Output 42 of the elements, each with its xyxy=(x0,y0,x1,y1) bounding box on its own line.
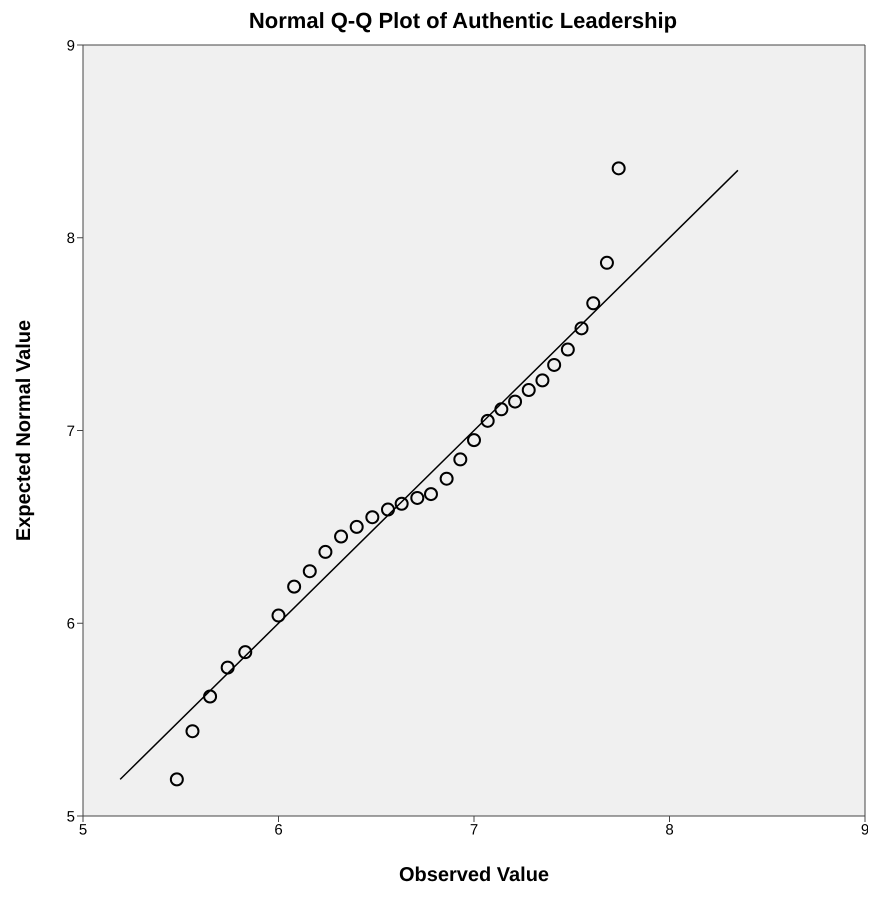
x-tick-label: 7 xyxy=(470,822,478,839)
point xyxy=(272,608,286,623)
point xyxy=(612,161,626,176)
point xyxy=(203,689,218,704)
point xyxy=(380,502,395,517)
point xyxy=(586,296,600,310)
point xyxy=(424,487,438,502)
point xyxy=(350,520,364,534)
point xyxy=(334,530,348,544)
point xyxy=(535,373,550,388)
y-tick-label: 7 xyxy=(66,422,75,440)
point xyxy=(287,580,302,594)
point xyxy=(318,544,332,559)
point xyxy=(220,660,235,675)
point xyxy=(440,472,454,486)
point xyxy=(508,394,522,409)
y-tick-label: 5 xyxy=(66,808,75,826)
point xyxy=(302,564,317,578)
y-axis-title: Expected Normal Value xyxy=(13,320,36,542)
y-tick-label: 6 xyxy=(66,616,75,633)
point xyxy=(170,772,184,786)
x-axis-title: Observed Value xyxy=(398,864,550,886)
point xyxy=(410,490,424,505)
point xyxy=(547,358,562,372)
x-tick-label: 8 xyxy=(665,822,674,839)
point xyxy=(522,383,536,398)
y-tick-label: 8 xyxy=(66,230,75,248)
point xyxy=(494,402,508,416)
point xyxy=(467,433,481,448)
point xyxy=(574,321,589,336)
point xyxy=(238,645,252,660)
point xyxy=(185,724,200,738)
point xyxy=(365,510,380,524)
point xyxy=(394,496,409,511)
point xyxy=(453,452,468,466)
x-tick-label: 6 xyxy=(274,822,283,839)
y-tick-label: 9 xyxy=(66,37,75,54)
point xyxy=(600,256,614,270)
chart-title: Normal Q-Q Plot of Authentic Leadership xyxy=(248,8,678,35)
point xyxy=(560,342,575,357)
point xyxy=(480,414,495,428)
x-tick-label: 5 xyxy=(78,822,88,839)
